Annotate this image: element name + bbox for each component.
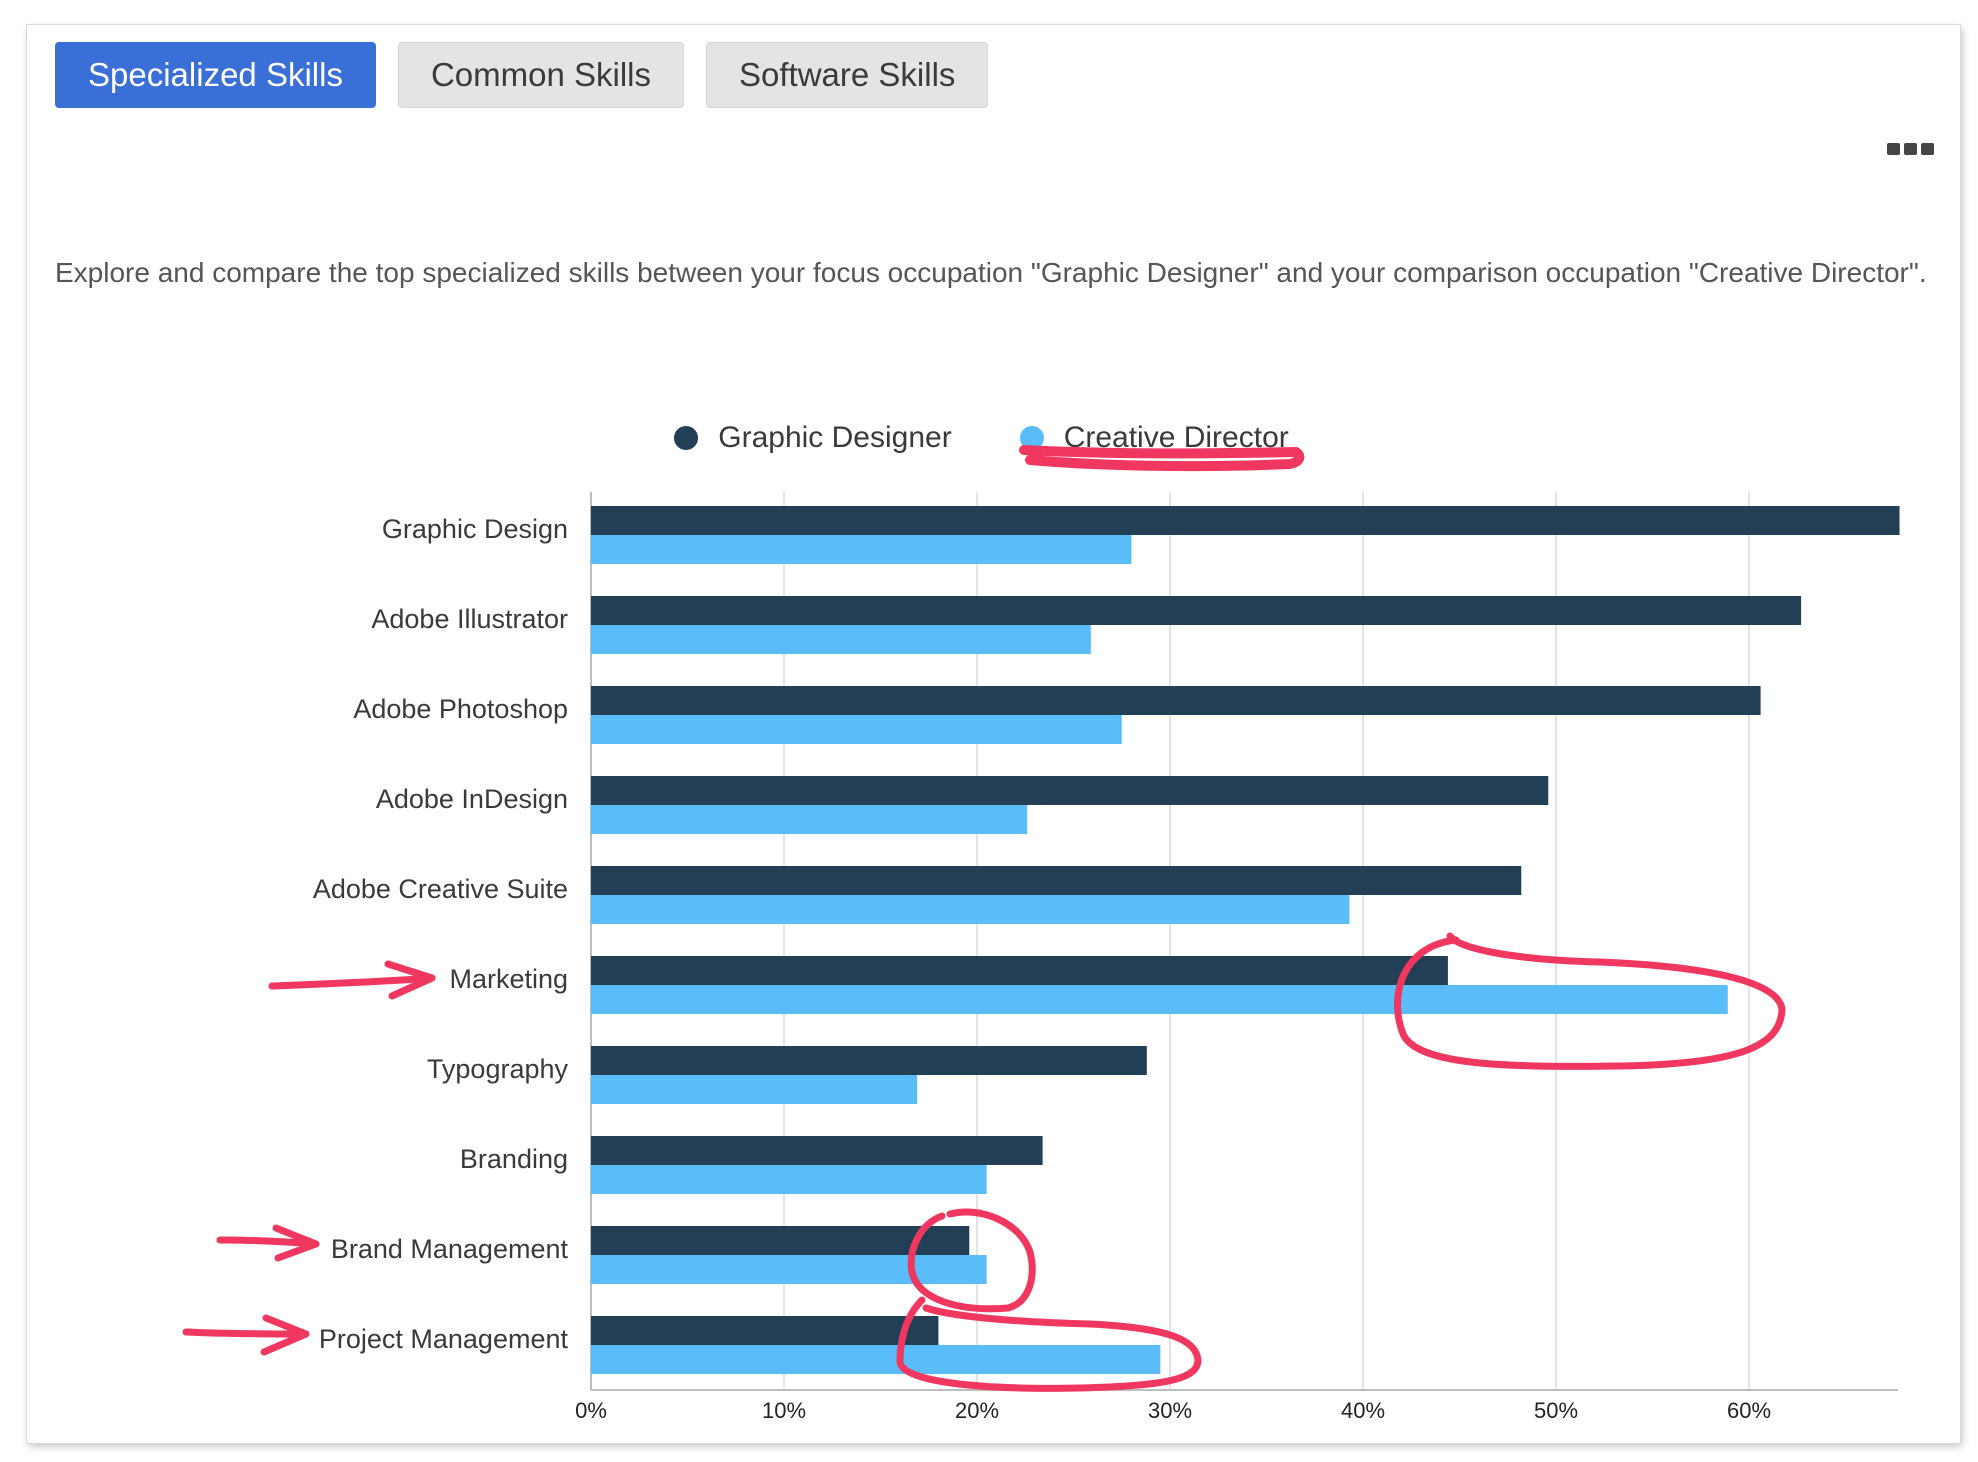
tab-specialized-skills[interactable]: Specialized Skills xyxy=(55,42,376,108)
x-tick-label: 10% xyxy=(762,1398,806,1423)
tab-common-skills[interactable]: Common Skills xyxy=(397,42,684,108)
category-label-project-management: Project Management xyxy=(319,1324,569,1354)
category-label-branding: Branding xyxy=(460,1144,568,1174)
bar-creative-director-project-management xyxy=(591,1345,1161,1374)
bar-graphic-designer-marketing xyxy=(591,956,1448,985)
bar-graphic-designer-project-management xyxy=(591,1316,939,1345)
category-label-adobe-illustrator: Adobe Illustrator xyxy=(371,604,568,634)
bar-creative-director-brand-management xyxy=(591,1255,987,1284)
category-label-adobe-photoshop: Adobe Photoshop xyxy=(353,694,568,724)
x-tick-label: 40% xyxy=(1341,1398,1385,1423)
bar-graphic-designer-graphic-design xyxy=(591,506,1900,535)
bar-creative-director-adobe-photoshop xyxy=(591,715,1122,744)
bar-graphic-designer-adobe-illustrator xyxy=(591,596,1802,625)
legend-item-graphic-designer[interactable]: Graphic Designer xyxy=(674,421,952,455)
bar-creative-director-branding xyxy=(591,1165,987,1194)
bar-creative-director-adobe-creative-suite xyxy=(591,895,1350,924)
chart-description: Explore and compare the top specialized … xyxy=(55,257,1927,288)
tab-software-skills[interactable]: Software Skills xyxy=(706,42,989,108)
bar-creative-director-adobe-indesign xyxy=(591,805,1028,834)
x-tick-label: 30% xyxy=(1148,1398,1192,1423)
bar-graphic-designer-brand-management xyxy=(591,1226,970,1255)
category-label-typography: Typography xyxy=(427,1054,569,1084)
more-options-icon[interactable] xyxy=(1887,143,1934,155)
x-tick-label: 0% xyxy=(575,1398,607,1423)
bar-graphic-designer-adobe-photoshop xyxy=(591,686,1761,715)
x-tick-label: 50% xyxy=(1534,1398,1578,1423)
category-label-marketing: Marketing xyxy=(449,964,568,994)
category-label-brand-management: Brand Management xyxy=(331,1234,569,1264)
x-tick-label: 60% xyxy=(1727,1398,1771,1423)
bar-creative-director-adobe-illustrator xyxy=(591,625,1091,654)
bar-creative-director-typography xyxy=(591,1075,918,1104)
bar-graphic-designer-adobe-indesign xyxy=(591,776,1549,805)
x-tick-label: 20% xyxy=(955,1398,999,1423)
bar-creative-director-graphic-design xyxy=(591,535,1132,564)
legend-label-graphic-designer: Graphic Designer xyxy=(718,421,952,454)
category-label-graphic-design: Graphic Design xyxy=(382,514,568,544)
bar-graphic-designer-typography xyxy=(591,1046,1147,1075)
bar-graphic-designer-branding xyxy=(591,1136,1043,1165)
bar-creative-director-marketing xyxy=(591,985,1728,1014)
category-label-adobe-creative-suite: Adobe Creative Suite xyxy=(313,874,568,904)
category-label-adobe-indesign: Adobe InDesign xyxy=(376,784,568,814)
skill-tabs: Specialized Skills Common Skills Softwar… xyxy=(55,42,989,108)
skills-card: Specialized Skills Common Skills Softwar… xyxy=(27,25,1960,1443)
legend-dot-graphic-designer xyxy=(674,426,699,450)
bar-graphic-designer-adobe-creative-suite xyxy=(591,866,1522,895)
